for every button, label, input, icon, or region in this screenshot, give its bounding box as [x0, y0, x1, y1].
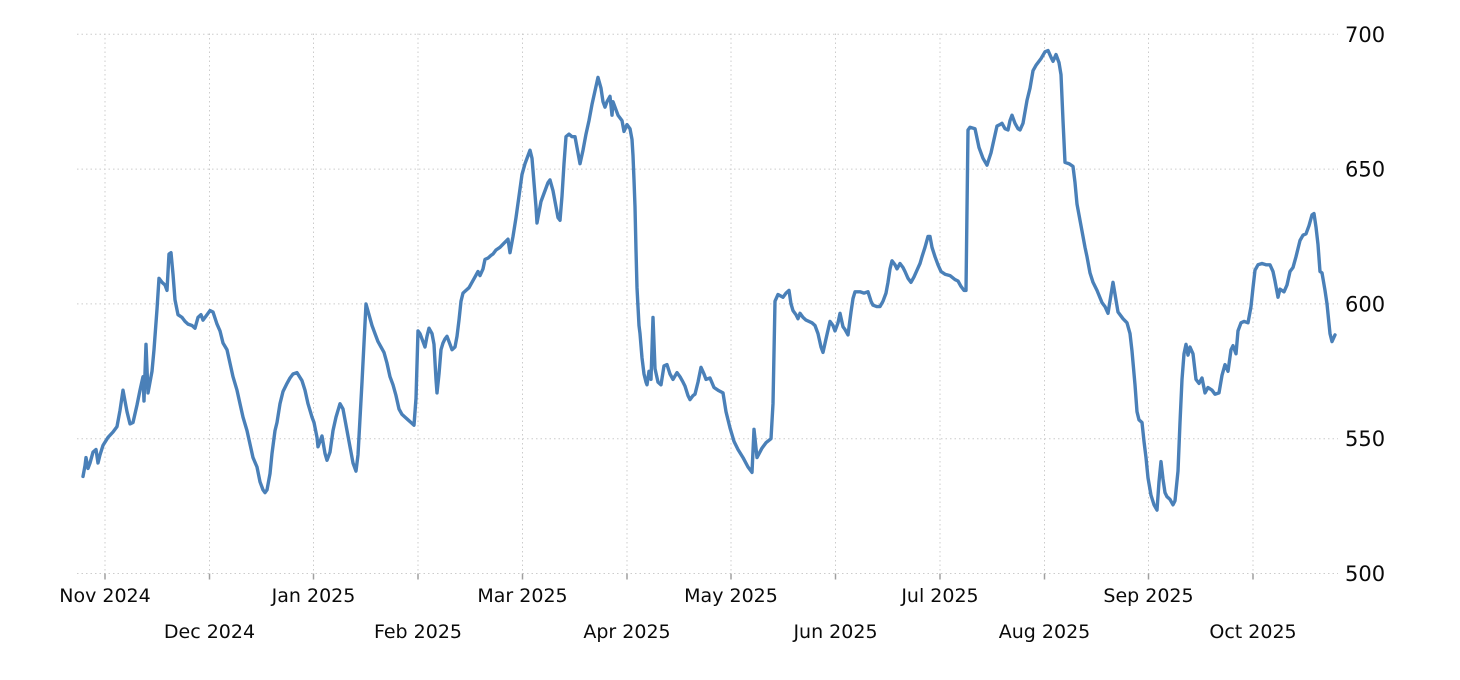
x-tick-label-apr-2025: Apr 2025 — [583, 621, 670, 643]
price-line-series — [81, 48, 1337, 512]
y-tick-label-650: 650 — [1345, 158, 1385, 182]
x-tick-label-aug-2025: Aug 2025 — [999, 621, 1091, 643]
x-tick-label-mar-2025: Mar 2025 — [477, 585, 567, 607]
y-tick-label-500: 500 — [1345, 562, 1385, 586]
x-tick-label-jan-2025: Jan 2025 — [271, 585, 356, 607]
x-tick-label-nov-2024: Nov 2024 — [59, 585, 150, 607]
x-tick-label-dec-2024: Dec 2024 — [164, 621, 255, 643]
y-tick-label-600: 600 — [1345, 292, 1385, 316]
x-tick-label-may-2025: May 2025 — [684, 585, 778, 607]
y-tick-label-700: 700 — [1345, 23, 1385, 47]
x-tick-label-jun-2025: Jun 2025 — [792, 621, 877, 643]
x-tick-label-jul-2025: Jul 2025 — [900, 585, 978, 607]
x-tick-label-sep-2025: Sep 2025 — [1103, 585, 1193, 607]
y-tick-label-550: 550 — [1345, 427, 1385, 451]
x-tick-label-oct-2025: Oct 2025 — [1209, 621, 1296, 643]
x-tick-label-feb-2025: Feb 2025 — [374, 621, 462, 643]
